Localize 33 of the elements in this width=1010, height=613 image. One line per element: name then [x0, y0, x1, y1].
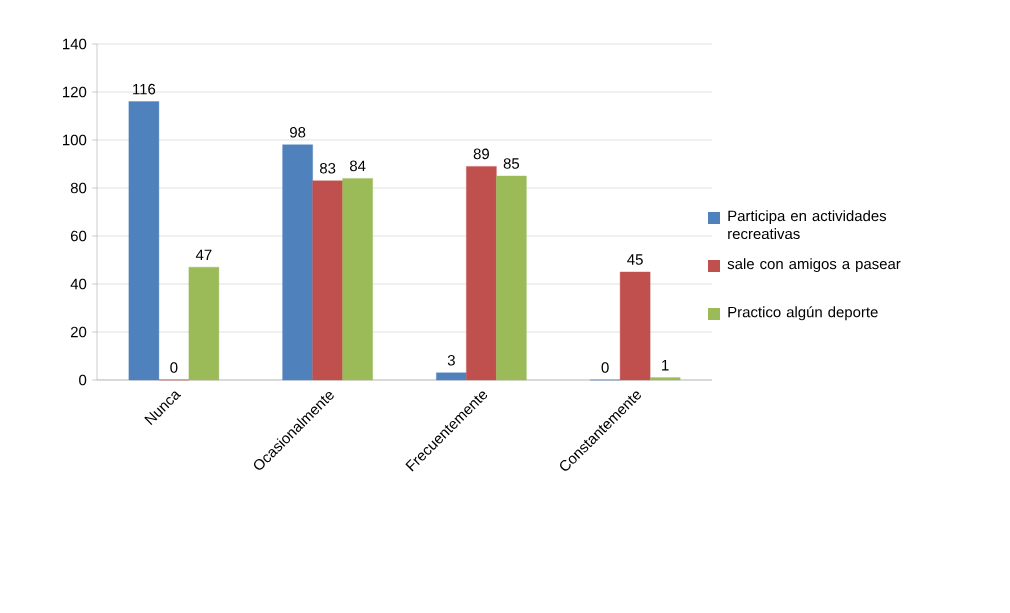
- data-label: 0: [170, 362, 178, 373]
- y-tick-label: 120: [63, 86, 87, 98]
- y-tick-label: 80: [70, 182, 87, 194]
- bar: [188, 266, 220, 381]
- y-tick-label: 100: [63, 134, 87, 146]
- bar: [466, 166, 497, 381]
- legend-label: Participa en actividades recreativas: [728, 210, 887, 240]
- bar: [312, 180, 343, 381]
- legend-label: sale con amigos a pasear: [727, 258, 901, 273]
- y-tick-label: 40: [70, 278, 87, 290]
- bar: [282, 144, 313, 381]
- y-tick-label: 0: [79, 374, 87, 386]
- data-label: 1: [662, 360, 669, 371]
- data-label: 45: [627, 254, 643, 265]
- y-tick-label: 140: [63, 38, 87, 50]
- bar: [496, 175, 527, 381]
- y-tick-label: 60: [70, 230, 87, 242]
- bar: [649, 377, 681, 381]
- data-label: 3: [447, 355, 455, 366]
- data-label: 98: [290, 127, 306, 138]
- y-tick-label: 20: [70, 326, 87, 338]
- data-label: 85: [503, 158, 520, 169]
- bar: [128, 101, 160, 381]
- bar: [619, 271, 651, 381]
- data-label: 84: [349, 160, 366, 172]
- data-label: 116: [133, 83, 156, 95]
- data-label: 0: [601, 362, 609, 373]
- data-label: 89: [473, 148, 489, 160]
- bar: [342, 178, 373, 381]
- data-label: 83: [319, 163, 336, 174]
- legend-label: Practico algún deporte: [728, 306, 878, 321]
- data-label: 47: [195, 249, 212, 260]
- bar: [436, 372, 467, 381]
